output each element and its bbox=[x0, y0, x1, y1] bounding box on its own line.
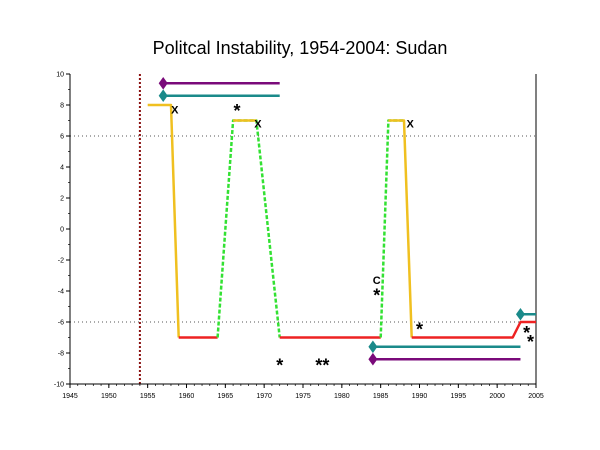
y-tick-label: 8 bbox=[60, 103, 64, 110]
x-tick-label: 2000 bbox=[489, 393, 505, 400]
annotations-layer: X *X X* **C** ** bbox=[171, 101, 534, 375]
series-line bbox=[147, 103, 180, 338]
annotation-label: * bbox=[527, 332, 534, 352]
x-tick-label: 1985 bbox=[373, 393, 389, 400]
y-tick-label: -4 bbox=[58, 289, 64, 296]
y-tick-label: -2 bbox=[58, 258, 64, 265]
annotation-label: * bbox=[233, 101, 240, 121]
x-tick-label: 1970 bbox=[256, 393, 272, 400]
x-tick-label: 1995 bbox=[451, 393, 467, 400]
annotation-label: * bbox=[523, 323, 530, 343]
x-tick-label: 1990 bbox=[412, 393, 428, 400]
period-bar-diamond bbox=[368, 340, 378, 354]
y-tick-label: 0 bbox=[60, 227, 64, 234]
series-line bbox=[379, 119, 404, 338]
y-tick-label: 10 bbox=[56, 72, 64, 79]
x-tick-label: 2005 bbox=[528, 393, 544, 400]
annotation-label: * bbox=[416, 320, 423, 340]
x-tick-label: 1960 bbox=[179, 393, 195, 400]
series-layer bbox=[147, 103, 536, 339]
x-tick-label: 1950 bbox=[101, 393, 117, 400]
x-tick-label: 1945 bbox=[62, 393, 78, 400]
annotation-label: * bbox=[373, 286, 380, 306]
y-tick-label: -8 bbox=[58, 351, 64, 358]
annotation-label: X bbox=[171, 105, 179, 117]
y-tick-label: 2 bbox=[60, 196, 64, 203]
annotation-label: X bbox=[254, 119, 262, 131]
series-line bbox=[388, 119, 413, 338]
y-tick-label: -6 bbox=[58, 320, 64, 327]
annotation-label: ** bbox=[315, 355, 329, 375]
annotation-label: * bbox=[276, 355, 283, 375]
y-tick-label: 4 bbox=[60, 165, 64, 172]
x-tick-label: 1980 bbox=[334, 393, 350, 400]
period-bar-diamond bbox=[368, 352, 378, 366]
period-bar-diamond bbox=[158, 77, 168, 90]
x-tick-label: 1975 bbox=[295, 393, 311, 400]
period-bar-diamond bbox=[515, 307, 525, 321]
annotation-label: X bbox=[407, 119, 415, 131]
x-tick-label: 1955 bbox=[140, 393, 156, 400]
period-bar-diamond bbox=[158, 89, 168, 102]
axes-layer: 10 8 6 4 2 0 -2 -4 -6 -8 -10 1945 1950 1955 1960 1965 19… bbox=[54, 72, 544, 401]
series-line bbox=[411, 320, 536, 339]
y-tick-label: -10 bbox=[54, 382, 64, 389]
series-line bbox=[216, 119, 281, 338]
chart-title: Politcal Instability, 1954-2004: Sudan bbox=[152, 38, 448, 58]
annotation-label: C bbox=[373, 275, 381, 287]
y-tick-label: 6 bbox=[60, 134, 64, 141]
grid-layer bbox=[70, 74, 536, 384]
bars-layer bbox=[158, 77, 536, 366]
x-tick-label: 1965 bbox=[218, 393, 234, 400]
